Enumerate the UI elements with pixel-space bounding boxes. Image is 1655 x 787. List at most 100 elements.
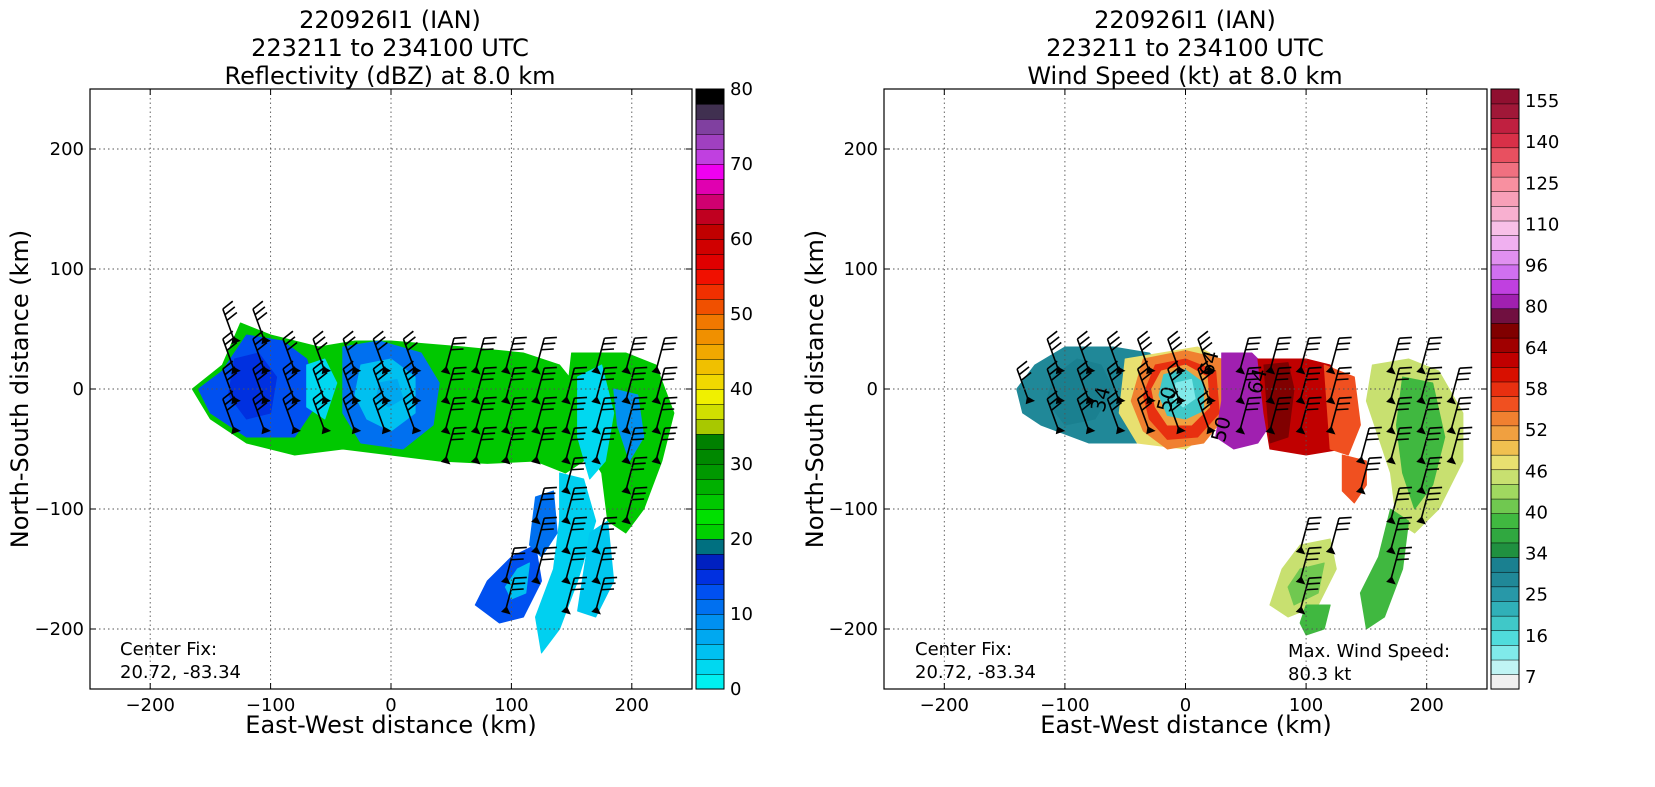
colorbar-swatch [1490, 235, 1520, 251]
wind-barb [1235, 396, 1262, 435]
wind-barb [440, 396, 467, 435]
colorbar-swatch [1490, 337, 1520, 353]
wind-barb [282, 390, 302, 435]
wind-barb [1235, 366, 1262, 405]
colorbar-swatch [695, 598, 725, 615]
wind-barb [1416, 366, 1443, 405]
wind-barb [531, 396, 557, 435]
x-tick-label: 100 [1289, 695, 1323, 716]
wind-barb [591, 366, 618, 405]
wind-barb [531, 336, 557, 375]
field-region [577, 520, 615, 618]
wind-barb [1386, 546, 1412, 585]
wind-barb [402, 330, 422, 375]
x-tick-label: −100 [246, 695, 295, 716]
colorbar-swatch [695, 343, 725, 360]
colorbar-swatch [695, 643, 725, 660]
colorbar-tick-label: 7 [1525, 667, 1536, 688]
wind-barb [500, 426, 527, 465]
colorbar-swatch [695, 313, 725, 330]
colorbar-swatch [695, 658, 725, 675]
colorbar-tick-label: 34 [1525, 544, 1548, 565]
colorbar: 0 10 20 30 40 50 60 70 80 [695, 79, 753, 700]
wind-barb [591, 396, 618, 435]
wind-barb [1076, 330, 1096, 375]
wind-barb [500, 396, 527, 435]
x-tick-label: −200 [125, 695, 174, 716]
wind-barb [531, 486, 557, 525]
wind-barb [1325, 516, 1352, 555]
colorbar-tick-label: 46 [1525, 461, 1548, 482]
wind-barb [1167, 390, 1186, 435]
chart-title-line-1: 220926I1 (IAN) [1094, 6, 1276, 34]
wind-barb [1416, 456, 1443, 495]
colorbar-tick-label: 60 [730, 229, 753, 250]
center-fix-value: 20.72, -83.34 [915, 662, 1036, 683]
colorbar-swatch [1490, 600, 1520, 617]
center-fix-label: Center Fix: [915, 639, 1012, 660]
colorbar-swatch [1490, 659, 1520, 675]
colorbar-swatch [1490, 586, 1520, 602]
colorbar-tick-label: 80 [730, 79, 753, 100]
x-tick-label: 0 [385, 695, 396, 716]
wind-barb [531, 366, 557, 405]
colorbar-swatch [695, 148, 725, 165]
wind-speed-panel: 220926I1 (IAN) 223211 to 234100 UTC Wind… [801, 6, 1559, 739]
wind-barb [1016, 360, 1036, 405]
wind-barb [651, 396, 678, 435]
y-tick-label: 100 [50, 259, 84, 280]
x-tick-label: −200 [920, 695, 969, 716]
wind-barb [1295, 546, 1322, 585]
colorbar-swatch [1490, 176, 1520, 192]
wind-barb [440, 336, 467, 375]
colorbar-swatch [695, 133, 725, 150]
wind-barb [651, 336, 678, 375]
colorbar-frame [1490, 88, 1520, 690]
colorbar-swatch [1490, 630, 1520, 646]
wind-barb [1265, 336, 1292, 375]
wind-barb [621, 486, 648, 525]
colorbar-swatch [695, 628, 725, 645]
wind-barb [561, 426, 588, 465]
colorbar-tick-label: 80 [1525, 297, 1548, 318]
wind-barb [470, 396, 497, 435]
colorbar-swatch [1490, 674, 1520, 690]
colorbar-swatch [695, 178, 725, 195]
wind-barb [1446, 426, 1473, 465]
wind-barb [1355, 426, 1382, 465]
wind-barb [470, 426, 497, 465]
colorbar-swatch [1490, 542, 1520, 558]
colorbar-tick-label: 40 [1525, 502, 1548, 523]
colorbar-swatch [695, 523, 725, 540]
colorbar-swatch [695, 478, 725, 495]
wind-barb [1265, 366, 1292, 405]
wind-barb [312, 330, 332, 375]
wind-barb [1355, 456, 1382, 495]
wind-barb [561, 486, 588, 525]
colorbar-swatch [695, 673, 725, 690]
wind-barb [591, 576, 618, 615]
x-tick-label: −100 [1040, 695, 1089, 716]
colorbar-swatch [695, 103, 725, 120]
wind-barb [1106, 390, 1126, 435]
colorbar-swatch [695, 388, 725, 405]
wind-barb [621, 426, 648, 465]
colorbar-swatch [695, 463, 725, 480]
reflectivity-panel: 220926I1 (IAN) 223211 to 234100 UTC Refl… [6, 6, 753, 739]
colorbar-swatch [695, 163, 725, 180]
colorbar-tick-label: 0 [730, 679, 741, 700]
colorbar-tick-label: 40 [730, 379, 753, 400]
colorbar-swatch [1490, 483, 1520, 500]
colorbar-swatch [1490, 103, 1520, 119]
wind-barb [591, 426, 618, 465]
colorbar-tick-label: 140 [1525, 132, 1559, 153]
reflectivity-field [191, 322, 675, 654]
wind-barb [1325, 366, 1352, 405]
colorbar-swatch [1490, 161, 1520, 178]
colorbar-swatch [695, 583, 725, 600]
wind-barbs [1016, 330, 1473, 615]
colorbar-swatch [1490, 308, 1520, 324]
colorbar-tick-label: 64 [1525, 338, 1548, 359]
colorbar-swatch [695, 493, 725, 510]
colorbar-swatch [1490, 88, 1520, 105]
